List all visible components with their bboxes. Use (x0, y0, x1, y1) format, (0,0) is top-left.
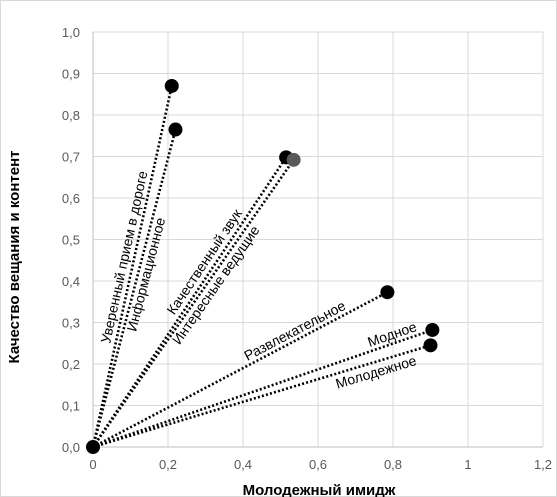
data-point (425, 322, 440, 337)
x-tick-label: 0,6 (309, 457, 327, 472)
y-tick-label: 0,1 (62, 399, 80, 414)
x-axis-title: Молодежный имидж (243, 482, 396, 497)
data-point (423, 338, 438, 353)
data-point (380, 285, 395, 300)
ray-line (92, 344, 431, 449)
x-tick-label: 0,8 (384, 457, 402, 472)
ray-line (91, 156, 288, 448)
ray-line (92, 291, 388, 449)
x-tick-label: 0,4 (234, 457, 252, 472)
y-tick-label: 0,2 (62, 357, 80, 372)
point-label: Развлекательное (241, 297, 348, 364)
ray-line (92, 328, 433, 449)
y-tick-label: 0,8 (62, 108, 80, 123)
data-points (86, 78, 440, 454)
rays (91, 85, 433, 449)
y-tick-label: 1,0 (62, 25, 80, 40)
y-tick-label: 0,3 (62, 316, 80, 331)
y-tick-label: 0,7 (62, 150, 80, 165)
x-tick-label: 0 (89, 457, 96, 472)
point-labels: Уверенный прием в дорогеИнформационноеКа… (97, 169, 418, 391)
y-tick-label: 0,0 (62, 440, 80, 455)
x-tick-label: 0,2 (159, 457, 177, 472)
data-point (168, 122, 183, 137)
ray-line (91, 129, 177, 448)
y-axis-title: Качество вещания и контент (6, 151, 23, 364)
data-point (164, 78, 179, 93)
point-label: Молодежное (334, 352, 419, 391)
y-tick-label: 0,9 (62, 67, 80, 82)
x-tick-label: 1,2 (534, 457, 552, 472)
data-point (286, 152, 301, 167)
ray-line (91, 85, 174, 448)
x-tick-label: 1 (464, 457, 471, 472)
y-tick-label: 0,4 (62, 274, 80, 289)
y-tick-label: 0,5 (62, 233, 80, 248)
y-tick-label: 0,6 (62, 191, 80, 206)
axes: 0,0 0,1 0,2 0,3 0,4 0,5 0,6 0,7 0,8 0,9 1,0 0 0,2 0,4… (62, 25, 552, 472)
origin-point (86, 440, 100, 454)
